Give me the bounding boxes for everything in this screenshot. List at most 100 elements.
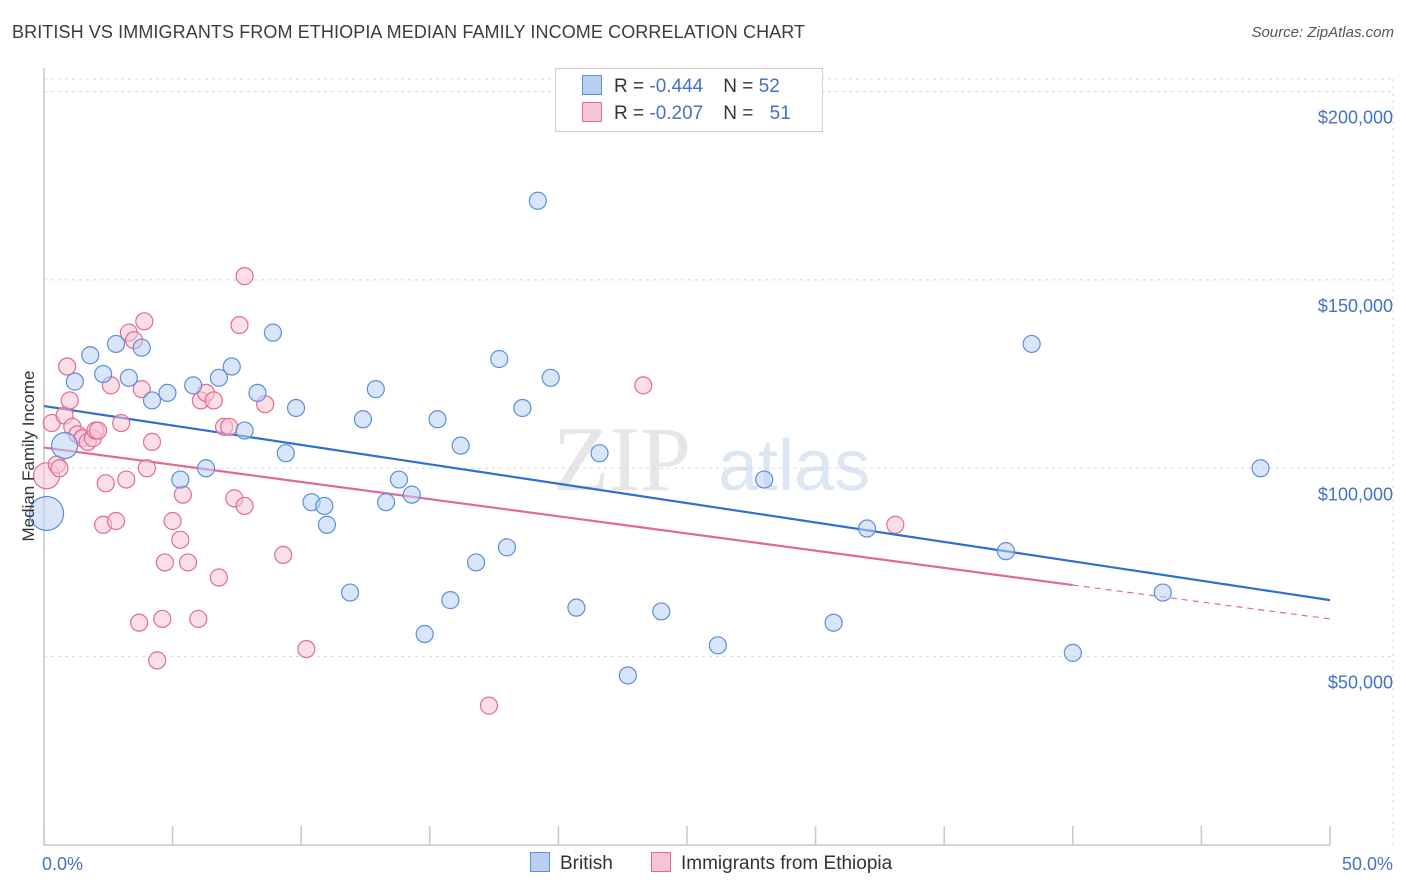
- ethiopia-point: [235, 267, 254, 286]
- british-point: [1063, 643, 1082, 662]
- british-point: [490, 349, 509, 369]
- british-point: [497, 538, 517, 557]
- british-point: [235, 421, 254, 440]
- bottom-legend-ethiopia-label: Immigrants from Ethiopia: [681, 853, 893, 874]
- ethiopia-point: [173, 485, 192, 504]
- chart-title: BRITISH VS IMMIGRANTS FROM ETHIOPIA MEDI…: [12, 22, 806, 42]
- legend-r-value: -0.444: [649, 76, 704, 97]
- axes: [43, 68, 1331, 846]
- british-point: [315, 496, 334, 516]
- british-point: [1251, 459, 1270, 478]
- british-point: [94, 364, 113, 384]
- british-point: [317, 515, 337, 534]
- british-swatch: [530, 852, 550, 872]
- y-tick-label: $100,000: [1318, 484, 1393, 504]
- legend-n-value: 52: [758, 76, 780, 97]
- ethiopia-point: [220, 417, 239, 436]
- ethiopia-point: [50, 459, 69, 478]
- british-point: [755, 470, 774, 489]
- ethiopia-point: [171, 530, 190, 549]
- ethiopia-point: [189, 609, 208, 629]
- british-point: [652, 602, 671, 621]
- british-point: [451, 436, 470, 455]
- ethiopia-point: [88, 421, 108, 440]
- legend-r-label: R =: [614, 76, 650, 97]
- british-point: [415, 624, 434, 644]
- british-point: [286, 398, 306, 418]
- british-point: [1022, 334, 1041, 354]
- x-axis-min-label: 0.0%: [42, 854, 83, 874]
- british-point: [276, 444, 295, 463]
- british-point: [441, 591, 460, 610]
- ethiopia-point: [135, 312, 154, 331]
- y-tick-label: $50,000: [1328, 673, 1393, 693]
- british-point: [65, 372, 84, 391]
- british-point: [528, 191, 547, 210]
- british-point: [618, 666, 637, 685]
- legend-r-value: -0.207: [649, 103, 704, 124]
- british-point: [353, 410, 373, 429]
- y-axis-label: Median Family Income: [19, 370, 38, 541]
- british-point: [402, 485, 421, 504]
- british-point: [222, 357, 241, 376]
- bottom-legend-british-label: British: [560, 853, 613, 874]
- british-point: [209, 368, 228, 387]
- british-point: [50, 432, 79, 460]
- british-point: [824, 613, 843, 632]
- bottom-legend-ethiopia: Immigrants from Ethiopia: [651, 852, 892, 875]
- ethiopia-point: [634, 376, 653, 395]
- ethiopia-point: [886, 515, 905, 534]
- british-point: [513, 398, 532, 418]
- y-tick-label: $200,000: [1318, 108, 1393, 128]
- ethiopia-point: [132, 380, 151, 399]
- ethiopia-point: [117, 470, 136, 489]
- british-point: [248, 383, 267, 403]
- british-point: [340, 583, 360, 602]
- british-point: [171, 470, 190, 489]
- british-point: [81, 346, 100, 365]
- x-axis-max-label: 50.0%: [1342, 854, 1393, 874]
- british-point: [708, 636, 727, 655]
- y-tick-label: $150,000: [1318, 296, 1393, 316]
- ethiopia-point: [148, 651, 167, 670]
- british-point: [1153, 583, 1172, 602]
- legend-n-label: N =: [723, 103, 759, 124]
- legend-r-label: R =: [614, 103, 650, 124]
- british-point: [590, 444, 609, 463]
- ethiopia-point: [274, 545, 293, 565]
- trend-lines: [43, 405, 1331, 620]
- ethiopia-point: [178, 553, 198, 572]
- british-point: [158, 383, 177, 403]
- ethiopia-point: [60, 391, 79, 410]
- bottom-legend-british: British: [530, 852, 613, 875]
- british-point: [366, 380, 385, 399]
- ethiopia-point: [130, 613, 149, 632]
- british-point: [106, 334, 126, 354]
- british-point: [119, 368, 138, 387]
- ethiopia-point: [96, 474, 115, 493]
- ethiopia-trend-extension: [1072, 584, 1331, 620]
- british-point: [466, 553, 486, 572]
- data-points: [28, 191, 1270, 715]
- ethiopia-point: [155, 553, 174, 572]
- ethiopia-point: [163, 511, 182, 531]
- british-point: [196, 459, 216, 478]
- legend-row-ethiopia: R = -0.207 N = 51: [582, 102, 791, 126]
- british-trend-line: [43, 405, 1331, 602]
- british-point: [142, 391, 162, 410]
- ethiopia-point: [209, 568, 228, 587]
- ethiopia-swatch: [582, 102, 602, 122]
- ethiopia-point: [479, 696, 499, 715]
- british-point: [389, 470, 409, 489]
- ethiopia-point: [137, 459, 156, 478]
- legend-n-value: 51: [769, 103, 791, 124]
- legend-row-british: R = -0.444 N = 52: [582, 75, 780, 99]
- british-point: [428, 410, 447, 429]
- british-point: [28, 495, 65, 532]
- british-swatch: [582, 75, 602, 95]
- ethiopia-point: [58, 357, 77, 376]
- british-point: [263, 323, 283, 342]
- ethiopia-point: [235, 496, 254, 516]
- watermark-zip: ZIP: [553, 408, 691, 510]
